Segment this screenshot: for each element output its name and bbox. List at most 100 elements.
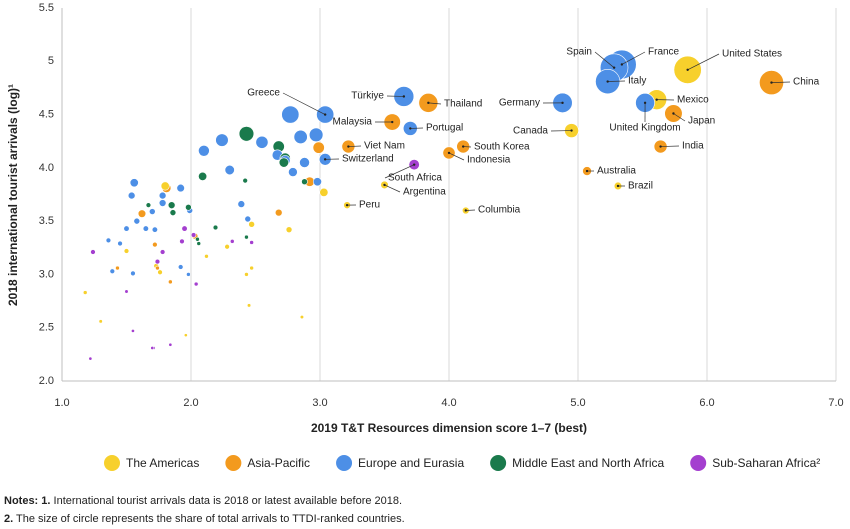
point-label: Canada [513,126,548,137]
leader-line [594,51,615,68]
legend-label: Europe and Eurasia [358,456,464,470]
leader-line [448,152,465,161]
leader-line [771,81,791,83]
x-tick-label: 4.0 [441,397,456,409]
point-center [686,68,689,72]
bubble [124,289,129,294]
bubble [148,208,156,215]
leader-line [660,145,680,147]
bubble [244,215,252,223]
bubble [196,241,202,246]
point-center [561,101,564,105]
bubble [293,129,308,144]
bubble [177,264,184,270]
bubble [319,187,329,197]
point-label: India [682,141,704,152]
point-label: Columbia [478,205,521,216]
point-center [616,184,620,188]
note-text: International tourist arrivals data is 2… [50,495,402,507]
point-center [612,66,616,69]
point-label: South Korea [474,142,530,153]
leader-line [621,51,646,65]
bubble [198,145,210,157]
legend-label: The Americas [126,456,199,470]
bubble [133,217,141,225]
point-label: Türkiye [351,91,384,102]
note-prefix: 2. [4,513,13,525]
point-center [409,127,412,130]
bubble [238,126,255,142]
point-label: Australia [597,166,636,177]
bubble [224,164,235,176]
x-axis-title: 2019 T&T Resources dimension score 1–7 (… [311,421,587,435]
bubble [224,243,230,250]
legend-swatch [690,455,707,471]
point-label: Thailand [444,99,482,110]
legend-label: Asia-Pacific [247,456,310,470]
bubble [285,226,293,233]
x-tick-label: 5.0 [570,397,585,409]
x-tick-label: 6.0 [699,397,714,409]
bubble [193,281,199,287]
bubble [105,237,112,244]
leader-line [282,92,326,115]
leader-line [607,80,626,82]
bubble [301,178,308,186]
point-label: Switzerland [342,154,394,165]
bubble [129,178,139,188]
bubble [127,191,136,200]
bubble [249,240,254,245]
y-tick-label: 4.0 [39,162,54,174]
bubble [299,314,305,320]
leader-line [428,102,442,105]
legend-label: Middle East and North Africa [512,456,664,470]
bubble [244,272,249,277]
legend-swatch [336,455,353,471]
y-tick-label: 2.0 [39,375,54,387]
bubble [185,203,192,211]
point-center [427,101,430,105]
bubble [98,319,103,324]
bubble [244,234,249,240]
bubble [181,225,188,232]
bubble [312,141,325,154]
bubble [151,226,158,233]
point-label: Germany [499,98,540,109]
legend-swatch [490,455,507,471]
point-label: Spain [566,47,592,58]
bubble [249,265,254,271]
bubble [158,191,167,200]
y-tick-label: 2.5 [39,322,54,334]
note-text: The size of circle represents the share … [13,513,404,525]
point-center [391,120,394,124]
point-center [345,203,349,207]
bubble [183,333,188,338]
point-label: France [648,47,680,58]
bubble [186,272,191,277]
bubble [115,265,120,271]
point-center [659,145,662,148]
point-center [770,81,773,84]
bubble [160,181,170,191]
point-label: Brazil [628,181,653,192]
bubble [169,209,177,216]
point-center [606,80,609,83]
bubble [168,279,173,285]
point-center [461,145,465,148]
y-tick-label: 3.0 [39,268,54,280]
y-tick-label: 5 [48,55,54,67]
bubble [278,157,289,168]
bubble [168,342,173,347]
y-tick-label: 5.5 [39,2,54,14]
x-tick-label: 3.0 [312,397,327,409]
point-center [402,95,406,98]
point-label: Japan [688,116,715,127]
point-label: United States [722,49,782,60]
bubble [195,236,200,242]
x-tick-label: 7.0 [828,397,843,409]
leader-line [384,164,415,179]
bubble [123,248,130,254]
bubble [130,270,136,277]
y-tick-label: 4.5 [39,108,54,120]
point-label: Indonesia [467,155,511,166]
